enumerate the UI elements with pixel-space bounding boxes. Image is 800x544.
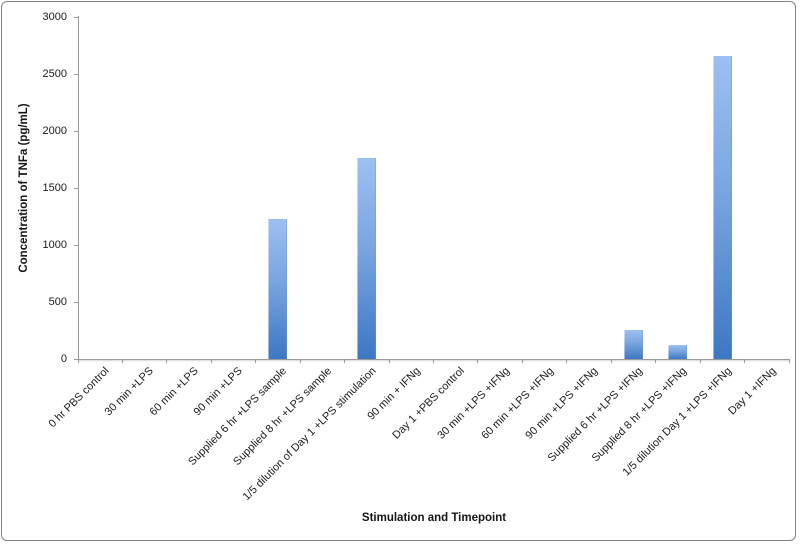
x-category-label: 0 hr PBS control (46, 365, 112, 431)
x-axis-tick (255, 359, 257, 363)
x-axis-tick (566, 359, 568, 363)
x-axis-tick (388, 359, 390, 363)
x-axis-tick (299, 359, 301, 363)
x-axis-tick (744, 359, 746, 363)
x-axis-tick (344, 359, 346, 363)
y-axis-tick (74, 16, 79, 18)
y-tick-label: 2500 (42, 67, 67, 80)
x-axis-tick (655, 359, 657, 363)
y-axis-tick (74, 358, 79, 360)
x-axis-tick (121, 359, 123, 363)
y-axis-tick (74, 244, 79, 246)
y-tick-label: 3000 (42, 10, 67, 23)
x-axis-tick (77, 359, 79, 363)
y-axis-tick (74, 187, 79, 189)
y-tick-label: 0 (60, 352, 67, 365)
x-axis-tick (477, 359, 479, 363)
x-axis-tick (166, 359, 168, 363)
y-tick-label: 2000 (42, 124, 67, 137)
x-axis-tick (699, 359, 701, 363)
x-axis-tick (210, 359, 212, 363)
x-axis-tick (433, 359, 434, 363)
x-axis-title: Stimulation and Timepoint (361, 512, 507, 524)
x-axis-tick (788, 359, 790, 363)
y-axis-tick (74, 301, 79, 303)
y-axis-tick (74, 130, 79, 132)
x-axis-line (78, 359, 790, 360)
y-tick-label: 1500 (42, 181, 67, 194)
y-axis-title: Concentration of TNFa (pg/mL) (18, 103, 30, 273)
bar (712, 55, 732, 359)
y-tick-label: 500 (48, 295, 67, 308)
bar (268, 218, 288, 359)
y-axis-tick (74, 73, 79, 75)
x-axis-tick (610, 359, 612, 363)
bar (357, 158, 377, 359)
bar (623, 329, 643, 359)
y-tick-label: 1000 (42, 238, 67, 251)
x-axis-tick (521, 359, 523, 363)
bar (668, 345, 688, 359)
